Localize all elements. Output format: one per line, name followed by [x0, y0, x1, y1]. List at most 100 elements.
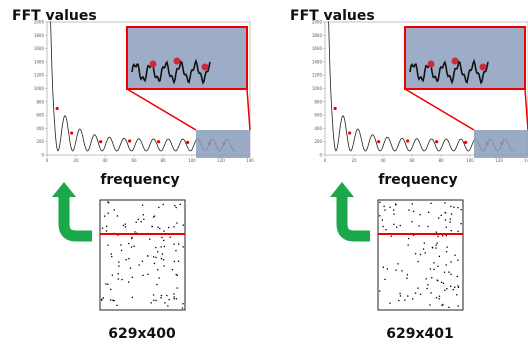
- pixel: [128, 258, 129, 259]
- zoom-link: [405, 89, 474, 130]
- pixel: [448, 307, 449, 308]
- y-tick-label: 1400: [312, 59, 323, 64]
- pixel: [174, 296, 175, 297]
- x-tick-label: 20: [73, 158, 79, 163]
- pixel: [107, 245, 108, 246]
- x-tick-label: 60: [131, 158, 137, 163]
- pixel: [168, 227, 169, 228]
- pixel: [153, 300, 154, 301]
- pixel: [389, 303, 390, 304]
- pixel: [399, 293, 400, 294]
- pixel: [448, 272, 449, 273]
- pixel: [438, 218, 439, 219]
- pixel: [387, 268, 388, 269]
- peak-dot: [377, 140, 380, 143]
- pixel: [453, 289, 454, 290]
- pixel: [118, 273, 119, 274]
- pixel: [126, 259, 127, 260]
- pixel: [418, 225, 419, 226]
- pixel: [417, 288, 418, 289]
- x-tick-label: 80: [160, 158, 166, 163]
- pixel: [106, 226, 107, 227]
- pixel: [151, 302, 152, 303]
- peak-dot: [186, 141, 189, 144]
- pixel: [155, 247, 156, 248]
- pixel: [458, 305, 459, 306]
- pixel: [407, 274, 408, 275]
- pixel: [453, 207, 454, 208]
- peak-dot: [99, 140, 102, 143]
- x-tick-label: 100: [188, 158, 196, 163]
- pixel: [164, 246, 165, 247]
- pixel: [379, 290, 380, 291]
- y-tick-label: 1800: [312, 33, 323, 38]
- x-tick-label: 40: [380, 158, 386, 163]
- pixel: [457, 260, 458, 261]
- pixel: [167, 305, 168, 306]
- pixel: [176, 298, 177, 299]
- pixel: [434, 269, 435, 270]
- zoom-peak: [428, 61, 435, 68]
- pixel: [118, 261, 119, 262]
- pixel: [426, 278, 427, 279]
- pixel: [389, 207, 390, 208]
- pixel: [393, 224, 394, 225]
- pixel: [427, 226, 428, 227]
- pixel: [400, 225, 401, 226]
- pixel: [442, 235, 443, 236]
- pixel: [420, 254, 421, 255]
- x-tick-label: 120: [217, 158, 225, 163]
- pixel: [411, 221, 412, 222]
- pixel: [173, 293, 174, 294]
- pixel: [436, 243, 437, 244]
- pixel: [182, 303, 183, 304]
- pixel: [415, 253, 416, 254]
- pixel: [385, 229, 386, 230]
- pixel: [457, 207, 458, 208]
- pixel: [461, 209, 462, 210]
- pixel: [160, 297, 161, 298]
- x-tick-label: 60: [409, 158, 415, 163]
- pixel: [436, 245, 437, 246]
- pixel: [450, 218, 451, 219]
- pixel: [437, 236, 438, 237]
- pixel: [105, 283, 106, 284]
- pixel: [437, 280, 438, 281]
- pixel: [176, 222, 177, 223]
- pixel: [454, 255, 455, 256]
- pixel: [456, 294, 457, 295]
- pixel: [412, 298, 413, 299]
- pixel: [446, 227, 447, 228]
- pixel: [116, 305, 117, 306]
- x-tick-label: 0: [46, 158, 49, 163]
- zoom-link: [127, 89, 196, 130]
- pixel: [379, 215, 380, 216]
- y-tick-label: 600: [36, 113, 44, 118]
- y-tick-label: 800: [36, 99, 44, 104]
- peak-dot: [435, 140, 438, 143]
- pixel: [108, 213, 109, 214]
- pixel: [384, 210, 385, 211]
- pixel: [441, 305, 442, 306]
- pixel: [117, 215, 118, 216]
- zoom-peak: [174, 58, 181, 65]
- y-axis-label: FFT values: [290, 8, 375, 24]
- pixel: [384, 206, 385, 207]
- pixel: [107, 284, 108, 285]
- pixel: [161, 237, 162, 238]
- pixel: [383, 226, 384, 227]
- pixel: [439, 298, 440, 299]
- x-axis-label: frequency: [378, 172, 457, 188]
- pixel: [142, 275, 143, 276]
- pixel: [111, 253, 112, 254]
- pixel: [118, 278, 119, 279]
- pixel: [132, 277, 133, 278]
- y-tick-label: 1800: [34, 33, 45, 38]
- pixel: [396, 227, 397, 228]
- pixel: [444, 272, 445, 273]
- pixel: [446, 288, 447, 289]
- pixel: [131, 238, 132, 239]
- pixel: [114, 300, 115, 301]
- pixel: [454, 287, 455, 288]
- pixel: [159, 228, 160, 229]
